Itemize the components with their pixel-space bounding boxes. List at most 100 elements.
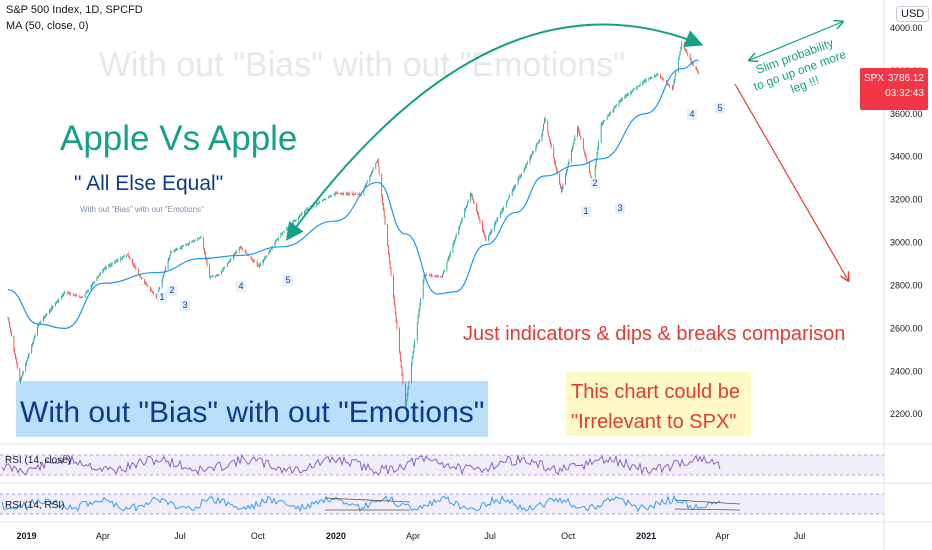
candle-body [322, 199, 324, 201]
candle-body [90, 285, 92, 290]
candle-body [471, 195, 473, 199]
candle-body [161, 278, 163, 287]
big-arrow [285, 23, 704, 241]
candle-body [639, 84, 641, 86]
candle-body [37, 326, 39, 335]
candle-body [222, 268, 224, 270]
candle-body [619, 100, 621, 102]
wave-label-first-bg-5 [283, 275, 293, 286]
candle-body [262, 260, 264, 265]
candle-body [454, 237, 456, 240]
y-tick-label-5: 3000.00 [890, 238, 923, 248]
candle-body [526, 162, 528, 164]
candle-body [80, 296, 82, 298]
candle-body [388, 253, 390, 261]
candle-body [490, 230, 492, 233]
candle-body [515, 184, 517, 187]
candle-body [684, 47, 686, 50]
candle-body [76, 295, 78, 297]
candle-body [642, 82, 644, 85]
candle-body [388, 246, 389, 254]
candle-body [276, 240, 278, 242]
candle-body [400, 359, 402, 368]
candle-body [626, 94, 628, 96]
candle-body [81, 297, 83, 298]
candle-body [460, 220, 462, 223]
candle-body [449, 252, 451, 255]
candle-body [134, 266, 136, 268]
candle-body [511, 190, 513, 196]
irrelevant-note-bg [566, 372, 751, 436]
candle-body [465, 205, 467, 208]
time-axis[interactable]: 2019 Apr Jul Oct 2020 Apr Jul Oct 2021 Apr Jul [17, 531, 806, 541]
rsi2-trend-1a [324, 497, 411, 503]
candle-body [327, 197, 329, 199]
candle-body [662, 78, 664, 80]
candle-body [438, 276, 439, 278]
candle-body [638, 85, 640, 86]
candle-body [117, 260, 119, 261]
candle-body [93, 281, 95, 283]
candle-body [604, 120, 606, 122]
candle-body [193, 240, 195, 242]
candle-body [606, 116, 608, 121]
candle-body [517, 179, 519, 185]
candle-body [68, 293, 70, 294]
candle-body [579, 133, 581, 137]
candle-body [449, 254, 450, 258]
candle-body [246, 253, 248, 255]
candle-body [686, 51, 688, 53]
candle-body [478, 216, 480, 220]
candle-body [329, 196, 331, 197]
candle-body [549, 136, 550, 141]
candle-body [22, 371, 24, 374]
candle-body [211, 276, 213, 278]
currency-button[interactable]: USD [896, 6, 930, 22]
candle-body [99, 274, 100, 276]
candle-body [253, 260, 255, 262]
candle-body [574, 136, 576, 141]
candle-body [96, 277, 98, 282]
all-else-equal-subtitle: " All Else Equal" [74, 172, 223, 195]
candle-body [86, 291, 88, 293]
candle-body [194, 240, 196, 241]
candle-body [192, 241, 194, 243]
candle-body [648, 78, 650, 80]
candle-body [514, 186, 516, 188]
rsi-label: RSI (14, close) [5, 455, 71, 466]
candle-body [98, 275, 100, 277]
candle-body [690, 59, 692, 62]
candle-body [681, 42, 683, 48]
candle-body [399, 328, 400, 352]
candle-body [55, 302, 57, 304]
candle-body [16, 363, 18, 369]
candle-body [560, 187, 562, 192]
candle-body [645, 79, 647, 81]
candle-body [483, 232, 485, 236]
candle-body [692, 62, 694, 65]
candle-body [348, 193, 350, 195]
y-tick-label-7: 2600.00 [890, 323, 923, 333]
candle-body [585, 155, 587, 159]
candle-body [482, 229, 484, 233]
candle-body [288, 225, 290, 227]
candle-body [151, 290, 153, 293]
candle-body [597, 148, 599, 155]
candle-body [19, 368, 21, 382]
candle-body [10, 326, 11, 332]
candle-body [43, 316, 45, 318]
candle-body [111, 263, 113, 265]
candle-body [210, 276, 212, 278]
candle-body [39, 322, 41, 324]
candle-body [141, 277, 143, 280]
candle-body [479, 219, 481, 223]
candle-body [383, 210, 385, 218]
candle-body [85, 292, 87, 295]
candle-body [301, 213, 303, 215]
candle-body [52, 306, 54, 308]
candle-body [315, 203, 317, 206]
candle-body [446, 262, 448, 270]
candle-body [566, 167, 568, 172]
candle-body [410, 364, 412, 383]
